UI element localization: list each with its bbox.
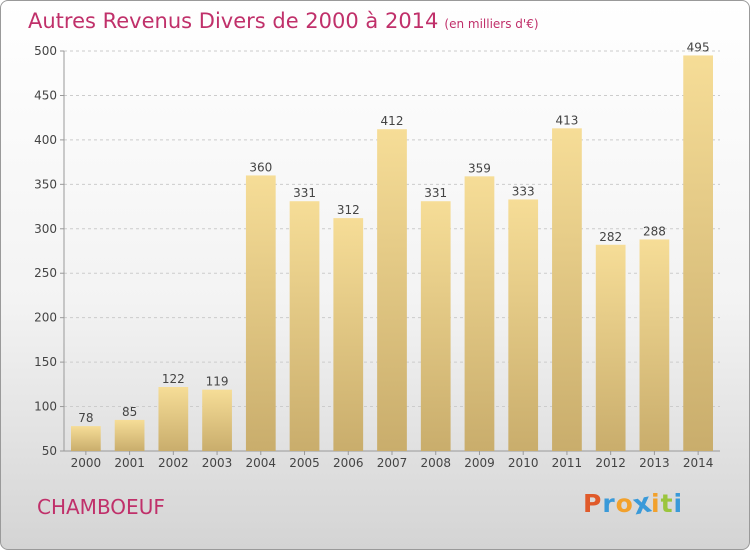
- chart-title-main: Autres Revenus Divers de 2000 à 2014: [28, 9, 439, 33]
- bar-value-label: 412: [381, 114, 404, 128]
- y-tick-label: 150: [34, 355, 57, 369]
- x-tick-label: 2002: [158, 456, 189, 470]
- bar-value-label: 282: [599, 230, 622, 244]
- bar: [595, 244, 626, 451]
- y-tick-label: 500: [34, 44, 57, 58]
- bar: [420, 201, 451, 451]
- bar: [289, 201, 320, 451]
- y-tick-label: 100: [34, 400, 57, 414]
- logo-letter: i: [651, 489, 661, 518]
- y-tick-label: 50: [42, 444, 57, 458]
- x-tick-label: 2009: [464, 456, 495, 470]
- x-tick-label: 2005: [289, 456, 320, 470]
- bar-value-label: 359: [468, 161, 491, 175]
- x-tick-label: 2004: [246, 456, 277, 470]
- proxiti-logo[interactable]: Proxiti: [583, 486, 684, 521]
- logo-letter: r: [602, 489, 616, 518]
- bar: [508, 199, 539, 451]
- bar-value-label: 85: [122, 405, 137, 419]
- x-tick-label: 2006: [333, 456, 364, 470]
- x-tick-label: 2000: [71, 456, 102, 470]
- chart-subtitle: (en milliers d'€): [444, 17, 539, 31]
- bar: [202, 389, 232, 451]
- y-tick-label: 300: [34, 222, 57, 236]
- bar-value-label: 122: [162, 372, 185, 386]
- x-tick-label: 2001: [114, 456, 145, 470]
- bar: [158, 387, 189, 451]
- bar: [639, 239, 670, 451]
- bar-value-label: 413: [555, 113, 578, 127]
- bar: [552, 128, 582, 451]
- bar-value-label: 288: [643, 224, 666, 238]
- bar: [683, 55, 714, 451]
- bar-value-label: 333: [512, 184, 535, 198]
- x-tick-label: 2012: [595, 456, 626, 470]
- chart-title: Autres Revenus Divers de 2000 à 2014 (en …: [28, 9, 539, 33]
- bar-value-label: 78: [78, 411, 93, 425]
- y-tick-label: 200: [34, 311, 57, 325]
- bar-value-label: 360: [249, 160, 272, 174]
- bar: [333, 218, 364, 451]
- logo-letter: o: [615, 489, 634, 518]
- x-tick-label: 2014: [683, 456, 714, 470]
- bar-value-label: 312: [337, 203, 360, 217]
- bar: [114, 419, 145, 451]
- y-tick-label: 400: [34, 133, 57, 147]
- bar-value-label: 119: [206, 375, 229, 389]
- logo-letter: P: [583, 489, 603, 518]
- x-tick-label: 2003: [202, 456, 233, 470]
- y-tick-label: 350: [34, 177, 57, 191]
- bar: [245, 175, 276, 451]
- logo-letter: i: [673, 489, 684, 518]
- bar-value-label: 495: [687, 40, 710, 54]
- x-tick-label: 2008: [420, 456, 451, 470]
- x-tick-label: 2013: [639, 456, 670, 470]
- logo-letter: t: [660, 489, 674, 518]
- y-tick-label: 450: [34, 88, 57, 102]
- x-tick-label: 2010: [508, 456, 539, 470]
- bar: [70, 426, 101, 451]
- bar: [464, 176, 495, 452]
- bar-value-label: 331: [293, 186, 316, 200]
- y-tick-label: 250: [34, 266, 57, 280]
- bar-value-label: 331: [424, 186, 447, 200]
- x-tick-label: 2007: [377, 456, 408, 470]
- commune-name: CHAMBOEUF: [37, 495, 165, 519]
- bar: [377, 129, 407, 451]
- x-tick-label: 2011: [552, 456, 583, 470]
